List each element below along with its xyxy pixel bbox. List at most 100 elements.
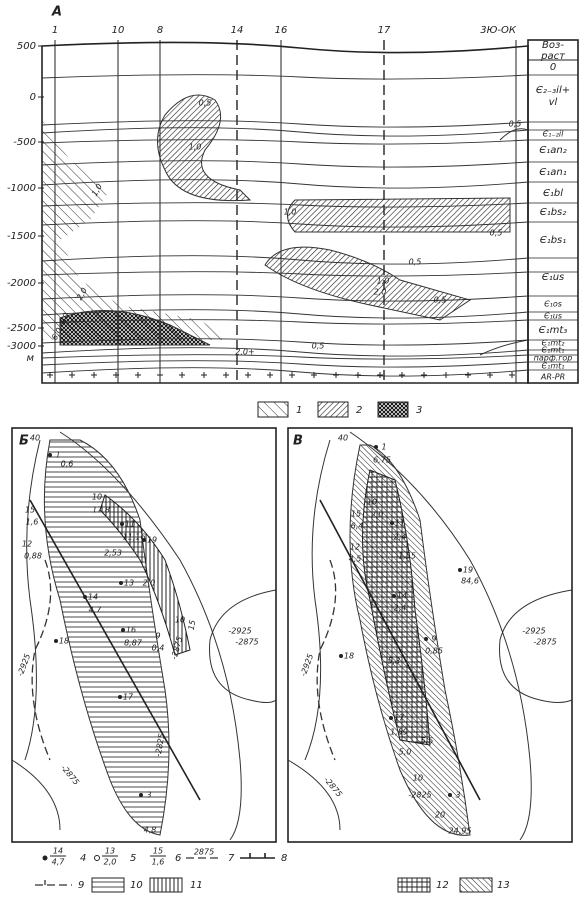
- well-marker: [142, 538, 146, 542]
- well-marker: [119, 581, 123, 585]
- age-label: Є₁bl: [543, 188, 563, 199]
- map-annotation: -2825: [408, 791, 431, 800]
- map-annotation: 2,4: [394, 533, 407, 542]
- age-label: Є₂₋₃il+ vl: [536, 85, 570, 108]
- contour-label: 1,0: [377, 277, 390, 286]
- map-annotation: 17: [123, 693, 134, 702]
- contour-label: 0,5: [312, 342, 325, 351]
- map-annotation: -2925: [299, 653, 315, 678]
- map-annotation: 6,75: [373, 456, 391, 465]
- map-annotation: 6,4: [351, 522, 364, 531]
- map-annotation: -2875: [533, 638, 556, 647]
- basement-cross: [443, 372, 449, 378]
- basement-cross: [91, 372, 97, 378]
- contour-label: 1,0: [284, 208, 297, 217]
- basement-cross: [333, 372, 339, 378]
- map-annotation: 9: [155, 632, 160, 641]
- depth-label: 0: [30, 92, 36, 103]
- map-annotation: 16: [126, 626, 136, 635]
- outline: [99, 494, 191, 656]
- age-label: Є₁bs₁: [540, 235, 567, 246]
- age-label: Є₁mt₁: [542, 346, 565, 355]
- legend-number: 9: [78, 880, 84, 891]
- map-annotation: 14: [397, 592, 407, 601]
- map-annotation: 10: [413, 774, 423, 783]
- well-number: 17: [378, 25, 391, 36]
- shape: [317, 401, 349, 418]
- map-annotation: 5,3: [388, 657, 401, 666]
- age-header: Воз-: [542, 40, 564, 51]
- stratum-line: [41, 179, 529, 189]
- map-annotation: 40: [338, 434, 348, 443]
- legend-number: 6: [175, 853, 181, 864]
- map-label: Б: [19, 434, 29, 449]
- legend-sample: 4,7: [52, 858, 66, 867]
- map-annotation: 14: [88, 593, 98, 602]
- map-annotation: 40: [30, 434, 40, 443]
- map-annotation: 19: [463, 566, 473, 575]
- basement-cross: [311, 372, 317, 378]
- well-marker: [121, 628, 125, 632]
- map-annotation: 15: [351, 510, 361, 519]
- age-label: Є₁us: [542, 272, 565, 283]
- contour-label: 1,0: [189, 143, 202, 152]
- legend-bottom-swatches: [35, 853, 493, 893]
- age-label: Є₁an₂: [539, 145, 566, 156]
- shape: [42, 855, 48, 861]
- legend-sample: 15: [153, 847, 163, 856]
- stratum-line: [41, 74, 529, 80]
- stratum-line: [41, 127, 529, 137]
- map-annotation: 8,87: [124, 639, 143, 648]
- stratum-line: [41, 139, 529, 145]
- basement-cross: [245, 372, 251, 378]
- stratum-line: [41, 220, 529, 228]
- outline: [499, 589, 573, 703]
- age-label: Є₁os: [544, 300, 562, 309]
- basement-cross: [267, 372, 273, 378]
- well-marker: [458, 568, 462, 572]
- shape: [11, 427, 277, 843]
- stratum-line: [41, 354, 529, 360]
- age-label: Є₁bs₂: [540, 207, 567, 218]
- age-label: 0: [550, 62, 556, 73]
- outline: [41, 41, 529, 384]
- depth-label: 500: [17, 41, 36, 52]
- stratum-line: [41, 309, 529, 319]
- well-marker: [120, 522, 124, 526]
- map-annotation: 1: [381, 443, 386, 452]
- age-label: парф.гор: [534, 354, 573, 363]
- depth-label: -1000: [7, 183, 36, 194]
- map-annotation: 0,4: [152, 644, 165, 653]
- shape: [397, 877, 431, 893]
- outline: [319, 499, 481, 801]
- map-annotation: 4,7: [89, 606, 103, 615]
- well-marker: [448, 793, 452, 797]
- map-annotation: 0,85: [425, 647, 443, 656]
- legend-number: 1: [296, 405, 302, 416]
- map-annotation: 1,55: [398, 552, 416, 561]
- map-annotation: 5,0: [399, 748, 412, 757]
- well-marker: [392, 594, 396, 598]
- map-annotation: 17: [394, 714, 405, 723]
- map-annotation: 0,6: [61, 460, 74, 469]
- map-annotation: 2,4: [394, 604, 407, 613]
- map-annotation: 17,8: [92, 506, 110, 515]
- stratum-line: [41, 338, 529, 346]
- age-label-line: Є₂₋₃il+: [536, 85, 570, 96]
- contour-label: 0,5: [434, 296, 447, 305]
- age-label: Є₁mt₁: [542, 362, 565, 371]
- map-annotation: 10: [175, 616, 185, 625]
- map-annotation: 18: [344, 652, 354, 661]
- shape: [91, 877, 125, 893]
- well-marker: [424, 637, 428, 641]
- shape: [527, 39, 579, 384]
- shape: [257, 401, 289, 418]
- age-label: Є₁an₁: [539, 167, 566, 178]
- well-number: 1: [52, 25, 58, 36]
- basement-cross: [113, 372, 119, 378]
- outline: [209, 589, 277, 703]
- outline: [42, 110, 230, 340]
- basement-cross: [465, 372, 471, 378]
